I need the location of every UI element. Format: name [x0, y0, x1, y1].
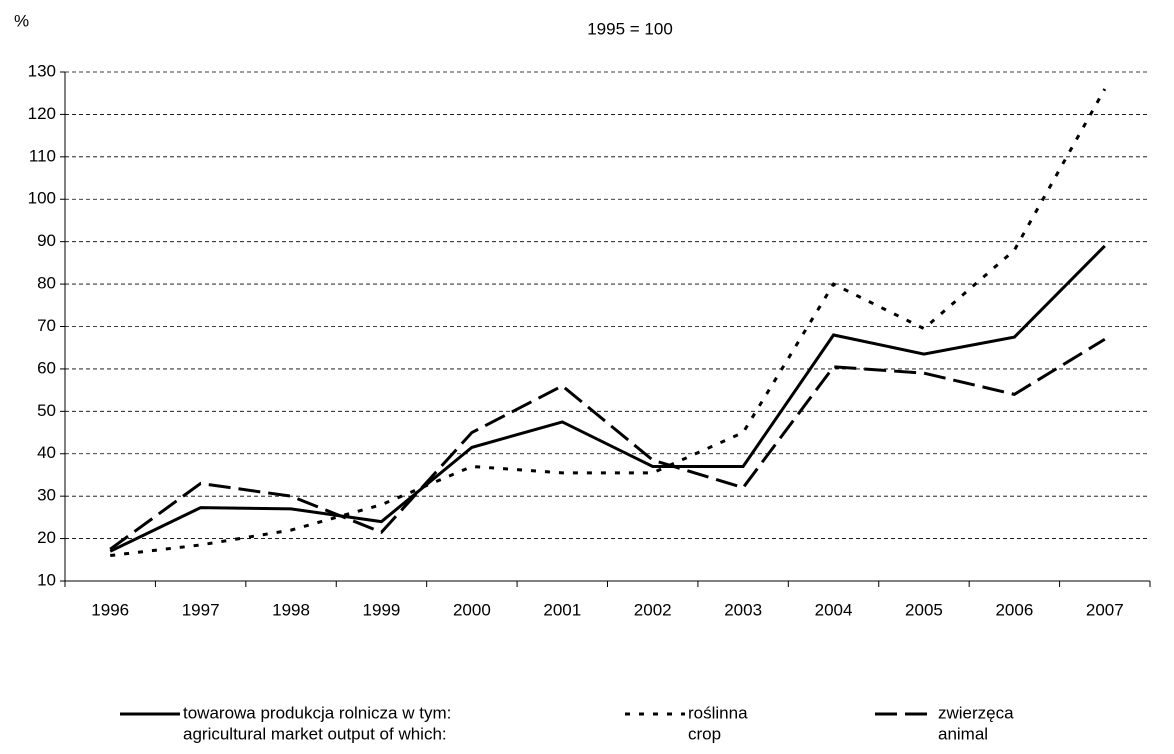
y-tick-label: 130: [28, 61, 56, 80]
y-tick-label: 20: [37, 528, 56, 547]
y-tick-label: 10: [37, 570, 56, 589]
x-tick-label: 2006: [995, 600, 1033, 619]
y-tick-label: 110: [29, 146, 56, 165]
y-tick-label: 70: [37, 316, 56, 335]
y-tick-label: 100: [28, 189, 56, 208]
series-line: [110, 88, 1107, 558]
x-tick-label: 2004: [815, 600, 853, 619]
series-line: [109, 337, 1106, 551]
legend-label-en: animal: [938, 724, 988, 743]
legend-label-en: agricultural market output of which:: [183, 724, 447, 743]
legend-label: roślinna: [688, 703, 748, 722]
y-tick-label: 60: [37, 358, 56, 377]
x-tick-label: 2005: [905, 600, 943, 619]
x-tick-label: 2001: [543, 600, 581, 619]
legend-label: zwierzęca: [938, 703, 1014, 722]
y-tick-label: 90: [37, 231, 56, 250]
x-tick-label: 1999: [363, 600, 401, 619]
series-line: [109, 244, 1106, 553]
y-tick-label: 40: [37, 443, 56, 462]
x-tick-label: 1998: [272, 600, 310, 619]
legend-label-en: crop: [688, 724, 721, 743]
y-tick-label: 50: [37, 401, 56, 420]
legend-label: towarowa produkcja rolnicza w tym:: [183, 703, 451, 722]
x-tick-label: 2007: [1086, 600, 1124, 619]
x-tick-label: 1996: [91, 600, 129, 619]
y-tick-label: 30: [37, 486, 56, 505]
y-tick-label: 120: [28, 104, 56, 123]
unit-label: %: [14, 11, 29, 30]
x-tick-label: 2002: [634, 600, 672, 619]
y-tick-label: 80: [37, 274, 56, 293]
x-tick-label: 2003: [724, 600, 762, 619]
chart-subtitle: 1995 = 100: [587, 19, 673, 38]
x-tick-label: 1997: [182, 600, 220, 619]
x-tick-label: 2000: [453, 600, 491, 619]
